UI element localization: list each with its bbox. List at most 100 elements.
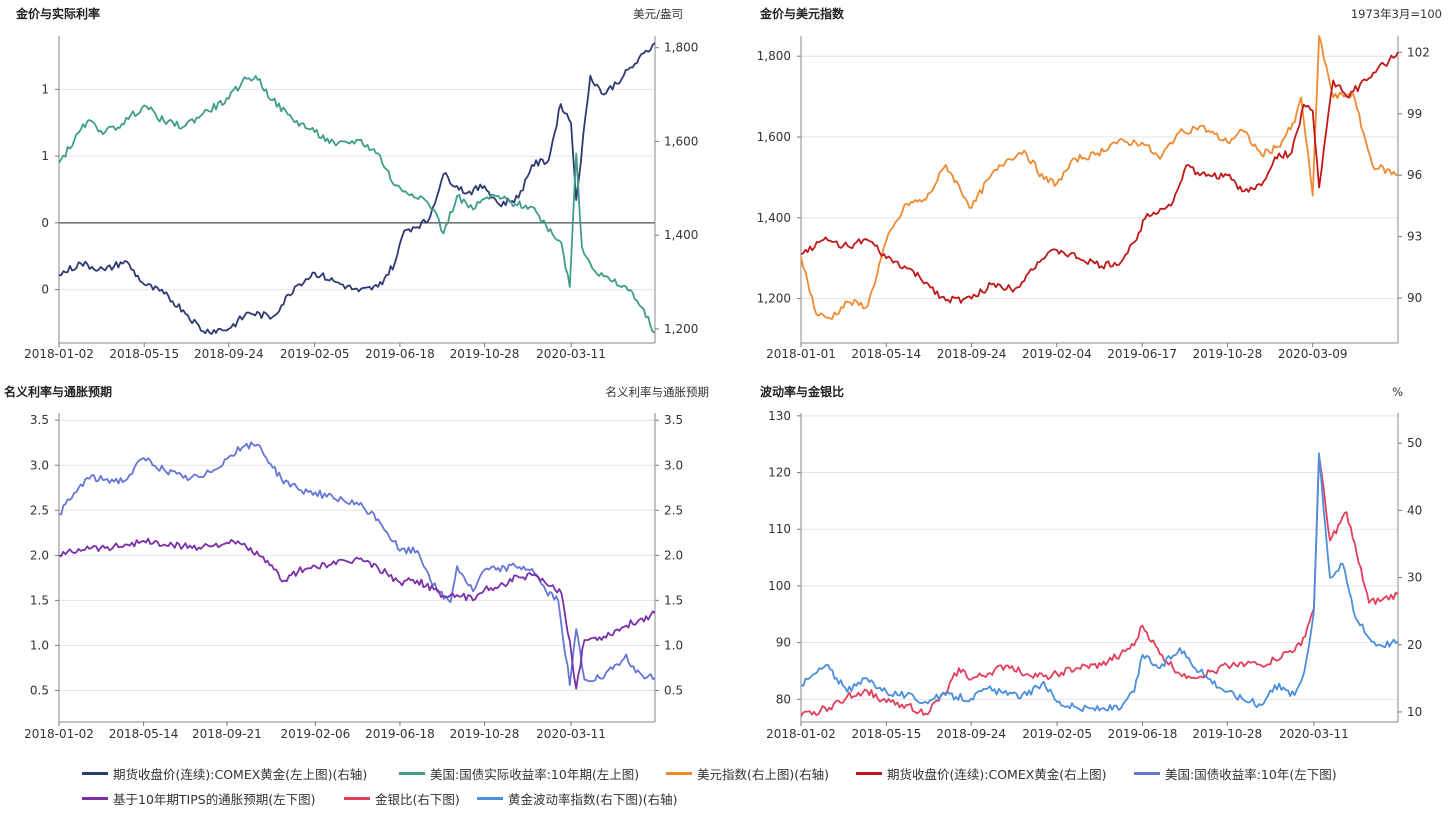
legend-label: 期货收盘价(连续):COMEX黄金(左上图)(右轴) — [113, 767, 368, 782]
left-axis-tick-label: 1,400 — [757, 211, 791, 225]
left-axis-tick-label: 0.5 — [30, 683, 49, 697]
legend-label: 美国:国债收益率:10年(左下图) — [1165, 767, 1337, 782]
chart-panel-gold_real_rate: 金价与实际利率 美元/盎司 1 1 0 0 1,200 1,400 1,600 1,800 2018… — [15, 6, 698, 361]
legend-swatch — [82, 797, 108, 800]
right-axis-tick-label: 3.5 — [664, 413, 683, 427]
right-axis-tick-label: 90 — [1407, 291, 1422, 305]
left-axis-tick-label: 1.5 — [30, 593, 49, 607]
series-line — [58, 441, 656, 686]
legend-item[interactable]: 美元指数(右上图)(右轴) — [666, 764, 829, 783]
left-axis-tick-label: 80 — [776, 692, 791, 706]
x-axis-tick-label: 2020-03-09 — [1278, 347, 1348, 361]
right-axis-unit: % — [1392, 385, 1403, 399]
left-axis-tick-label: 1 — [41, 149, 49, 163]
series-line — [800, 51, 1399, 304]
series-line — [800, 454, 1399, 717]
x-axis-tick-label: 2018-09-24 — [936, 727, 1006, 741]
right-axis-tick-label: 2.5 — [664, 503, 683, 517]
x-axis-tick-label: 2019-02-06 — [280, 727, 350, 741]
series-line — [58, 75, 656, 334]
x-axis-tick-label: 2019-02-04 — [1022, 347, 1092, 361]
legend-item[interactable]: 金银比(右下图) — [344, 789, 460, 808]
x-axis-tick-label: 2019-06-18 — [365, 727, 435, 741]
x-axis-tick-label: 2019-06-18 — [365, 347, 435, 361]
legend-swatch — [666, 772, 692, 775]
legend-label: 黄金波动率指数(右下图)(右轴) — [508, 792, 678, 807]
x-axis-tick-label: 2019-10-28 — [450, 347, 520, 361]
right-axis-tick-label: 50 — [1407, 436, 1422, 450]
right-axis-tick-label: 102 — [1407, 45, 1430, 59]
chart-title: 名义利率与通胀预期 — [4, 384, 112, 399]
right-axis-tick-label: 30 — [1407, 571, 1422, 585]
series-line — [800, 452, 1399, 713]
x-axis-tick-label: 2018-05-14 — [851, 347, 921, 361]
legend-item[interactable]: 美国:国债收益率:10年(左下图) — [1134, 764, 1337, 783]
legend-label: 美元指数(右上图)(右轴) — [697, 767, 830, 782]
right-axis-unit: 美元/盎司 — [633, 7, 683, 21]
legend-swatch — [344, 797, 370, 800]
left-axis-tick-label: 1.0 — [30, 638, 49, 652]
chart-panel-nominal_inflation: 名义利率与通胀预期 名义利率与通胀预期 0.5 1.0 1.5 2.0 2.5 3.0 3.5 0… — [4, 384, 709, 741]
legend-swatch — [399, 772, 425, 775]
right-axis-tick-label: 93 — [1407, 230, 1422, 244]
left-axis-tick-label: 1 — [41, 82, 49, 96]
chart-title: 金价与实际利率 — [15, 6, 100, 21]
chart-title: 波动率与金银比 — [760, 384, 844, 399]
x-axis-tick-label: 2018-05-15 — [109, 347, 179, 361]
x-axis-tick-label: 2018-01-02 — [766, 727, 836, 741]
left-axis-tick-label: 2.0 — [30, 548, 49, 562]
left-axis-tick-label: 3.5 — [30, 413, 49, 427]
right-axis-tick-label: 0.5 — [664, 683, 683, 697]
left-axis-tick-label: 1,200 — [757, 292, 791, 306]
x-axis-tick-label: 2018-05-15 — [852, 727, 922, 741]
x-axis-tick-label: 2018-01-02 — [24, 347, 94, 361]
series-line — [800, 35, 1399, 320]
chart-panel-volatility_gsr: 波动率与金银比 % 80 90 100 110 120 130 10 20 30 40 50 2018-0… — [760, 384, 1422, 741]
x-axis-tick-label: 2018-09-24 — [194, 347, 264, 361]
left-axis-tick-label: 3.0 — [30, 458, 49, 472]
right-axis-tick-label: 2.0 — [664, 548, 683, 562]
legend-label: 基于10年期TIPS的通胀预期(左下图) — [113, 792, 316, 807]
right-axis-tick-label: 3.0 — [664, 458, 683, 472]
x-axis-tick-label: 2018-01-02 — [24, 727, 94, 741]
x-axis-tick-label: 2019-06-17 — [1107, 347, 1177, 361]
legend-item[interactable]: 基于10年期TIPS的通胀预期(左下图) — [82, 789, 315, 808]
x-axis-tick-label: 2019-02-05 — [1022, 727, 1092, 741]
left-axis-tick-label: 0 — [41, 216, 49, 230]
x-axis-tick-label: 2018-01-01 — [766, 347, 836, 361]
chart-panel-gold_dxy: 金价与美元指数 1973年3月=100 1,200 1,400 1,600 1,800 90… — [757, 6, 1442, 361]
legend-label: 美国:国债实际收益率:10年期(左上图) — [430, 767, 640, 782]
x-axis-tick-label: 2018-09-24 — [937, 347, 1007, 361]
left-axis-tick-label: 90 — [776, 636, 791, 650]
legend-item[interactable]: 期货收盘价(连续):COMEX黄金(左上图)(右轴) — [82, 764, 367, 783]
left-axis-tick-label: 110 — [768, 522, 791, 536]
left-axis-tick-label: 100 — [768, 579, 791, 593]
legend-item[interactable]: 美国:国债实际收益率:10年期(左上图) — [399, 764, 639, 783]
x-axis-tick-label: 2019-10-28 — [450, 727, 520, 741]
series-line — [58, 42, 656, 335]
left-axis-tick-label: 130 — [768, 409, 791, 423]
legend-swatch — [82, 772, 108, 775]
right-axis-tick-label: 1,400 — [664, 228, 698, 242]
legend-swatch — [1134, 772, 1160, 775]
legend-swatch — [477, 797, 503, 800]
legend-swatch — [856, 772, 882, 775]
left-axis-tick-label: 0 — [41, 283, 49, 297]
right-axis-tick-label: 1,800 — [664, 41, 698, 55]
x-axis-tick-label: 2019-10-28 — [1192, 727, 1262, 741]
right-axis-tick-label: 40 — [1407, 503, 1422, 517]
x-axis-tick-label: 2019-10-28 — [1193, 347, 1263, 361]
left-axis-tick-label: 120 — [768, 466, 791, 480]
right-axis-unit: 1973年3月=100 — [1351, 7, 1442, 21]
legend-label: 期货收盘价(连续):COMEX黄金(右上图) — [887, 767, 1107, 782]
x-axis-tick-label: 2018-09-21 — [192, 727, 262, 741]
legend-item[interactable]: 期货收盘价(连续):COMEX黄金(右上图) — [856, 764, 1107, 783]
right-axis-tick-label: 1.0 — [664, 638, 683, 652]
left-axis-tick-label: 2.5 — [30, 503, 49, 517]
x-axis-tick-label: 2019-06-18 — [1108, 727, 1178, 741]
series-line — [58, 537, 656, 690]
right-axis-tick-label: 99 — [1407, 107, 1422, 121]
legend-item[interactable]: 黄金波动率指数(右下图)(右轴) — [477, 789, 678, 808]
left-axis-tick-label: 1,600 — [757, 130, 791, 144]
